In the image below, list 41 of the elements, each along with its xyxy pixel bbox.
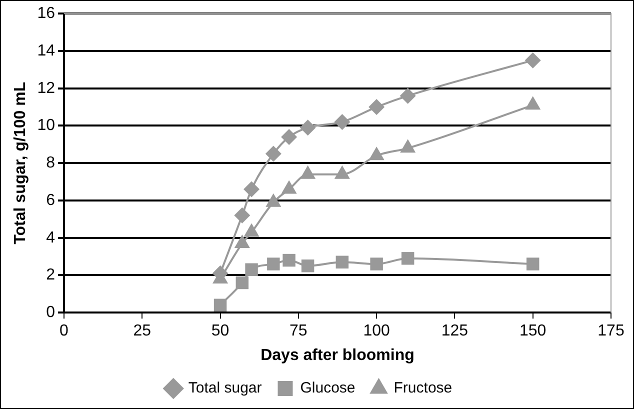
legend-label: Fructose <box>394 380 452 397</box>
point <box>281 128 298 145</box>
point <box>214 298 227 312</box>
x-tick-label: 100 <box>363 322 390 340</box>
x-tick-label: 50 <box>211 322 230 340</box>
y-tick-label: 6 <box>46 192 56 209</box>
y-tick-label: 16 <box>37 5 56 22</box>
point <box>370 258 383 270</box>
x-axis-title: Days after blooming <box>260 346 414 364</box>
point <box>300 120 316 136</box>
legend-label: Total sugar <box>188 380 262 397</box>
y-tick-label: 8 <box>46 154 56 172</box>
point <box>267 258 280 270</box>
y-axis-title: Total sugar, g/100 mL <box>12 82 30 244</box>
legend-label: Glucose <box>300 380 356 397</box>
point <box>336 256 349 269</box>
point <box>368 99 385 116</box>
x-tick-label: 0 <box>60 322 69 340</box>
point <box>526 258 540 270</box>
x-tick-label: 25 <box>133 322 152 340</box>
point <box>400 88 416 104</box>
point <box>524 52 541 68</box>
y-tick-label: 0 <box>46 304 56 322</box>
x-tick-label: 75 <box>290 322 308 340</box>
point <box>282 254 296 267</box>
y-tick-label: 14 <box>37 42 56 60</box>
x-tick-label: 150 <box>520 322 546 340</box>
point <box>236 276 249 290</box>
x-tick-label: 175 <box>598 322 624 340</box>
y-tick-label: 10 <box>37 117 56 134</box>
point <box>244 181 260 198</box>
point <box>401 252 414 265</box>
y-tick-label: 2 <box>46 266 56 284</box>
y-tick-label: 12 <box>37 80 56 97</box>
point <box>245 263 258 276</box>
point <box>301 260 314 272</box>
x-tick-label: 125 <box>441 322 468 340</box>
y-tick-label: 4 <box>46 229 56 246</box>
point <box>334 114 350 130</box>
point <box>234 207 250 224</box>
point <box>265 146 282 162</box>
